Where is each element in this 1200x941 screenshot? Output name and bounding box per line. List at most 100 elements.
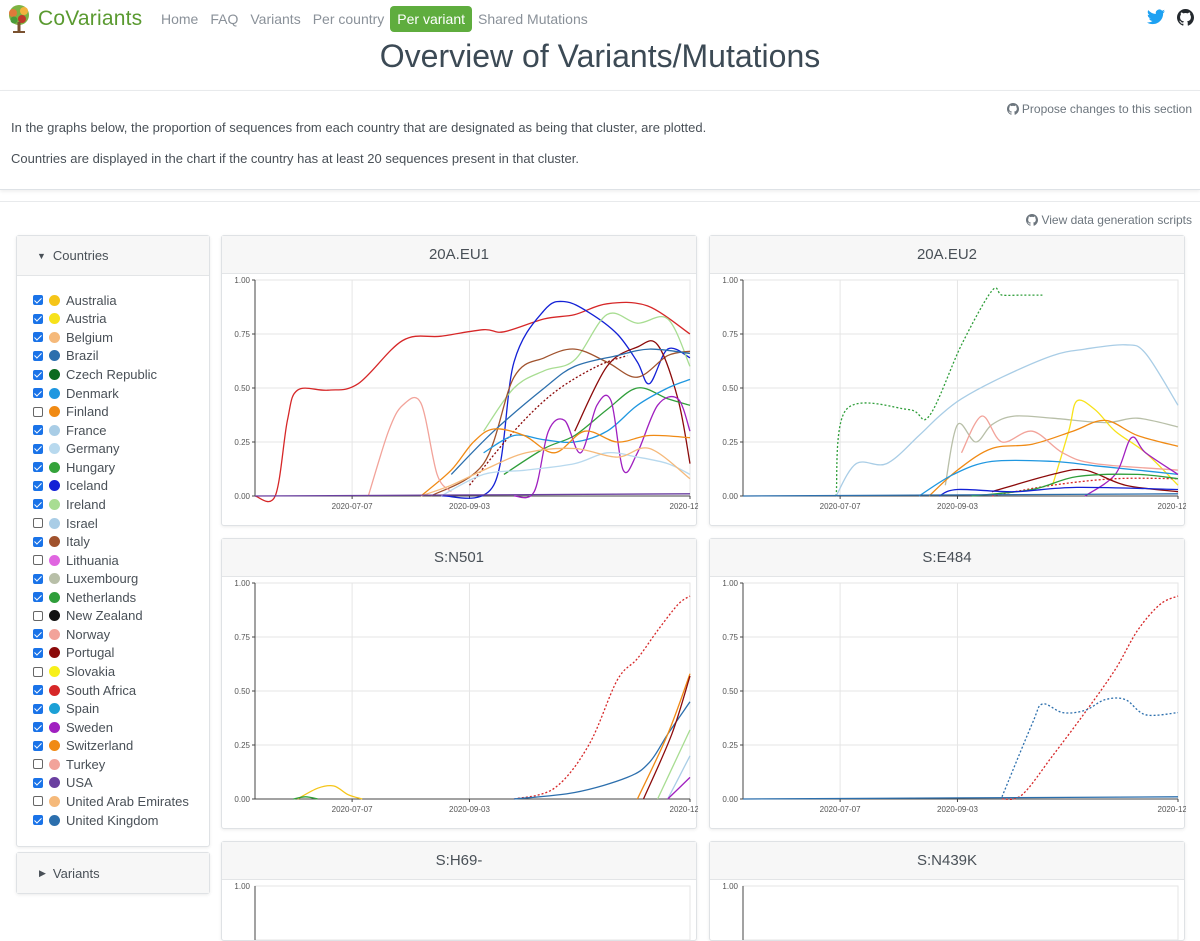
github-icon[interactable] <box>1177 9 1194 26</box>
series-line[interactable] <box>450 348 691 475</box>
series-line[interactable] <box>636 673 691 800</box>
series-line[interactable] <box>918 459 1179 497</box>
propose-changes-link[interactable]: Propose changes to this section <box>1006 102 1192 116</box>
country-checkbox[interactable] <box>33 536 43 547</box>
chart-s-e484[interactable]: 0.00 0.25 0.50 0.75 1.00 2020-07-07 2020-09-03… <box>710 577 1186 829</box>
country-item[interactable]: Spain <box>33 699 209 718</box>
country-item[interactable]: USA <box>33 774 209 793</box>
nav-home[interactable]: Home <box>161 11 199 27</box>
series-line[interactable] <box>513 595 691 800</box>
series-line[interactable] <box>1084 436 1179 497</box>
series-line[interactable] <box>254 493 691 497</box>
country-item[interactable]: Italy <box>33 532 209 551</box>
country-item[interactable]: Hungary <box>33 458 209 477</box>
chart-20a-eu2[interactable]: 0.00 0.25 0.50 0.75 1.00 2020-07-07 2020-09-03… <box>710 274 1186 526</box>
country-checkbox[interactable] <box>33 629 43 640</box>
country-checkbox[interactable] <box>33 685 43 696</box>
country-item[interactable]: Belgium <box>33 328 209 347</box>
country-item[interactable]: United Arab Emirates <box>33 792 209 811</box>
chart-s-n501[interactable]: 0.00 0.25 0.50 0.75 1.00 2020-07-07 2020-09-03… <box>222 577 698 829</box>
country-checkbox[interactable] <box>33 796 43 807</box>
country-item[interactable]: Turkey <box>33 755 209 774</box>
series-line[interactable] <box>574 340 691 464</box>
country-item[interactable]: Finland <box>33 402 209 421</box>
series-line[interactable] <box>293 796 318 800</box>
country-item[interactable]: Germany <box>33 440 209 459</box>
country-checkbox[interactable] <box>33 350 43 361</box>
series-line[interactable] <box>513 701 691 800</box>
variants-toggle[interactable]: ▶ Variants <box>17 853 209 893</box>
nav-per-country[interactable]: Per country <box>312 11 385 27</box>
nav-variants[interactable]: Variants <box>250 11 301 27</box>
country-checkbox[interactable] <box>33 555 43 566</box>
country-item[interactable]: Norway <box>33 625 209 644</box>
country-checkbox[interactable] <box>33 647 43 658</box>
country-checkbox[interactable] <box>33 313 43 324</box>
country-checkbox[interactable] <box>33 499 43 510</box>
country-checkbox[interactable] <box>33 480 43 491</box>
series-line[interactable] <box>960 415 1179 471</box>
country-checkbox[interactable] <box>33 332 43 343</box>
series-line[interactable] <box>513 394 691 499</box>
countries-toggle[interactable]: ▼ Countries <box>17 236 209 276</box>
country-checkbox[interactable] <box>33 592 43 603</box>
country-item[interactable]: United Kingdom <box>33 811 209 830</box>
series-line[interactable] <box>835 287 1043 497</box>
country-item[interactable]: Lithuania <box>33 551 209 570</box>
series-line[interactable] <box>1001 595 1179 800</box>
country-checkbox[interactable] <box>33 406 43 417</box>
series-line[interactable] <box>367 396 452 497</box>
series-line[interactable] <box>835 344 1179 497</box>
country-item[interactable]: Austria <box>33 310 209 329</box>
chart-s-h69[interactable]: 1.00 <box>222 880 698 940</box>
country-checkbox[interactable] <box>33 388 43 399</box>
nav-faq[interactable]: FAQ <box>210 11 239 27</box>
series-line[interactable] <box>483 312 691 432</box>
country-item[interactable]: Iceland <box>33 477 209 496</box>
view-scripts-link[interactable]: View data generation scripts <box>1026 213 1192 227</box>
country-item[interactable]: Denmark <box>33 384 209 403</box>
country-item[interactable]: France <box>33 421 209 440</box>
country-item[interactable]: Sweden <box>33 718 209 737</box>
country-item[interactable]: Switzerland <box>33 737 209 756</box>
country-checkbox[interactable] <box>33 722 43 733</box>
chart-s-n439k[interactable]: 1.00 <box>710 880 1186 940</box>
brand[interactable]: CoVariants <box>4 4 142 34</box>
series-line[interactable] <box>440 300 691 499</box>
country-item[interactable]: Israel <box>33 514 209 533</box>
country-checkbox[interactable] <box>33 703 43 714</box>
country-checkbox[interactable] <box>33 295 43 306</box>
series-line[interactable] <box>642 675 691 800</box>
country-checkbox[interactable] <box>33 666 43 677</box>
country-item[interactable]: Slovakia <box>33 662 209 681</box>
country-checkbox[interactable] <box>33 443 43 454</box>
series-line[interactable] <box>420 447 691 497</box>
country-checkbox[interactable] <box>33 815 43 826</box>
country-checkbox[interactable] <box>33 610 43 621</box>
country-item[interactable]: Ireland <box>33 495 209 514</box>
country-item[interactable]: Czech Republic <box>33 365 209 384</box>
series-line[interactable] <box>667 755 691 800</box>
series-line[interactable] <box>254 301 691 503</box>
series-line[interactable] <box>1001 697 1179 798</box>
country-checkbox[interactable] <box>33 777 43 788</box>
series-line[interactable] <box>440 451 691 497</box>
series-line[interactable] <box>742 796 1179 800</box>
country-item[interactable]: Australia <box>33 291 209 310</box>
country-checkbox[interactable] <box>33 425 43 436</box>
nav-shared-mutations[interactable]: Shared Mutations <box>478 11 588 27</box>
country-item[interactable]: South Africa <box>33 681 209 700</box>
series-line[interactable] <box>971 473 1179 497</box>
series-line[interactable] <box>742 493 1179 497</box>
series-line[interactable] <box>430 348 691 497</box>
country-item[interactable]: New Zealand <box>33 607 209 626</box>
series-line[interactable] <box>297 784 363 800</box>
series-line[interactable] <box>928 419 1179 497</box>
country-item[interactable]: Luxembourg <box>33 569 209 588</box>
country-checkbox[interactable] <box>33 740 43 751</box>
series-line[interactable] <box>944 415 1179 486</box>
country-item[interactable]: Portugal <box>33 644 209 663</box>
series-line[interactable] <box>483 378 691 454</box>
country-checkbox[interactable] <box>33 518 43 529</box>
country-checkbox[interactable] <box>33 759 43 770</box>
